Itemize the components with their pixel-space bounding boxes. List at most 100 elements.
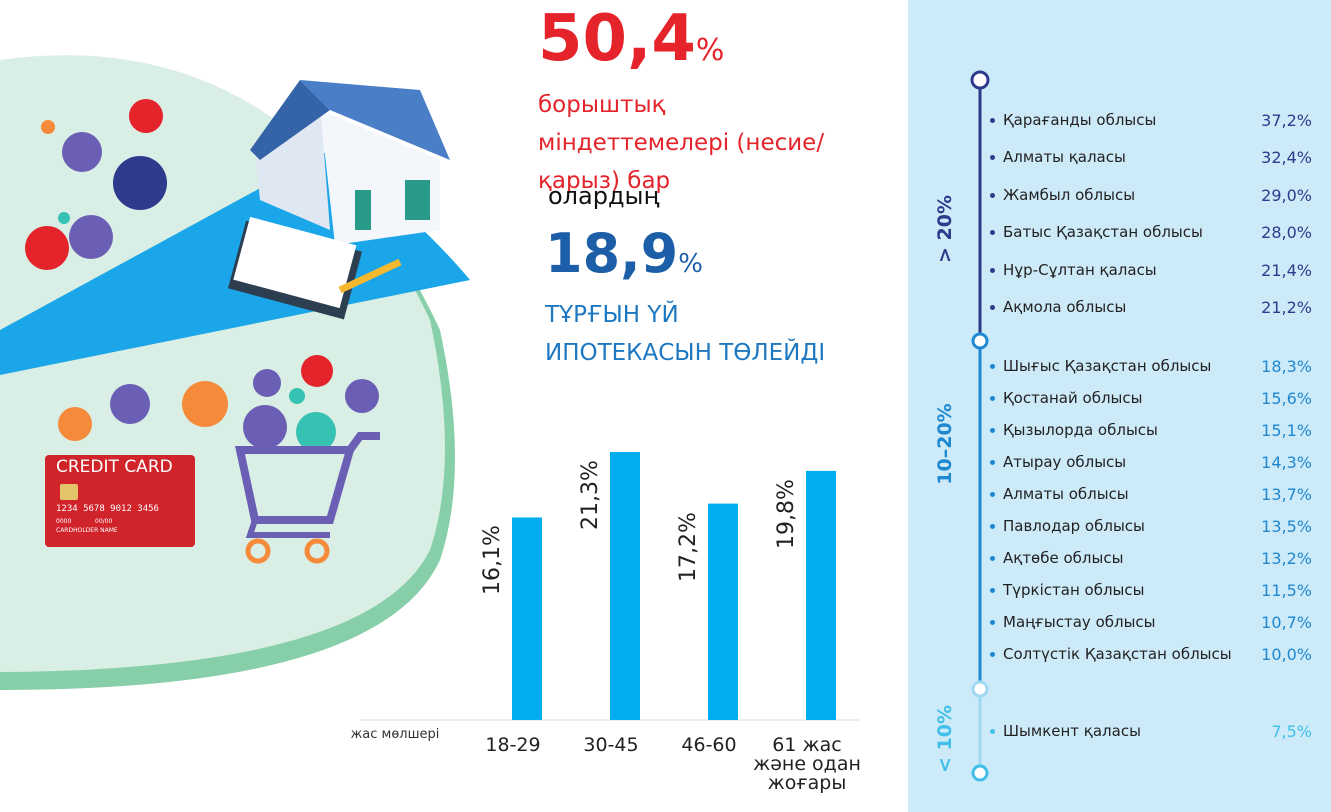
group-label: < 10% xyxy=(934,705,956,774)
group-label: 10–20% xyxy=(934,403,956,485)
bar xyxy=(610,452,640,720)
region-row: Ақмола облысы 21,2% xyxy=(990,298,1312,317)
headline: 50,4% xyxy=(538,2,724,76)
region-row: Қостанай облысы 15,6% xyxy=(990,389,1312,408)
timeline-node xyxy=(970,70,990,90)
card-title: CREDIT CARD xyxy=(56,457,173,477)
region-row: Алматы облысы 13,7% xyxy=(990,485,1312,504)
headline-value: 50,4 xyxy=(538,2,696,76)
bullet xyxy=(990,155,995,160)
region-row: Қарағанды облысы 37,2% xyxy=(990,111,1312,130)
timeline-node xyxy=(971,332,989,350)
bullet xyxy=(990,729,995,734)
region-row: Нұр-Сұлтан қаласы 21,4% xyxy=(990,261,1312,280)
region-name: Қарағанды облысы xyxy=(1003,111,1157,129)
headline-unit: % xyxy=(695,33,725,68)
x-tick-label: 61 жас және одан жоғары xyxy=(753,734,861,794)
card-number: 1234 5678 9012 3456 xyxy=(56,504,159,514)
x-tick-label: 30-45 xyxy=(583,734,639,756)
x-tick-label: 46-60 xyxy=(681,734,737,756)
region-value: 13,2% xyxy=(1261,549,1312,568)
region-name: Атырау облысы xyxy=(1003,453,1127,471)
bullet xyxy=(990,492,995,497)
bullet xyxy=(990,428,995,433)
region-row: Түркістан облысы 11,5% xyxy=(990,581,1312,600)
region-row: Қызылорда облысы 15,1% xyxy=(990,421,1312,440)
region-name: Солтүстік Қазақстан облысы xyxy=(1003,645,1232,663)
region-name: Нұр-Сұлтан қаласы xyxy=(1003,261,1157,279)
card-chip xyxy=(60,484,78,500)
value-label: 17,2% xyxy=(676,511,701,582)
region-row: Жамбыл облысы 29,0% xyxy=(990,186,1312,205)
region-value: 21,4% xyxy=(1261,261,1312,280)
credit-card xyxy=(45,455,195,547)
region-name: Алматы облысы xyxy=(1003,485,1129,503)
region-value: 28,0% xyxy=(1261,223,1312,242)
bullet xyxy=(990,652,995,657)
group-label: > 20% xyxy=(934,195,956,264)
subheadline-text: ТҰРҒЫН ҮЙ ИПОТЕКАСЫН ТӨЛЕЙДІ xyxy=(545,302,826,366)
bullet xyxy=(990,396,995,401)
x-tick-label: 18-29 xyxy=(485,734,541,756)
region-value: 21,2% xyxy=(1261,298,1312,317)
region-value: 15,6% xyxy=(1261,389,1312,408)
region-name: Батыс Қазақстан облысы xyxy=(1003,223,1203,241)
bullet xyxy=(990,524,995,529)
region-name: Алматы қаласы xyxy=(1003,148,1126,166)
region-value: 18,3% xyxy=(1261,357,1312,376)
bullet xyxy=(990,460,995,465)
region-value: 10,7% xyxy=(1261,613,1312,632)
region-name: Қызылорда облысы xyxy=(1003,421,1158,439)
bullet xyxy=(990,588,995,593)
value-label: 21,3% xyxy=(578,460,603,531)
region-value: 13,5% xyxy=(1261,517,1312,536)
region-name: Ақмола облысы xyxy=(1003,298,1127,316)
region-value: 13,7% xyxy=(1261,485,1312,504)
region-value: 15,1% xyxy=(1261,421,1312,440)
bullet xyxy=(990,193,995,198)
intro: олардың xyxy=(548,182,660,210)
region-name: Шымкент қаласы xyxy=(1003,722,1141,740)
timeline-node xyxy=(971,680,989,698)
bullet xyxy=(990,268,995,273)
card-code: 0000 xyxy=(56,518,72,525)
region-name: Павлодар облысы xyxy=(1003,517,1145,535)
bullet xyxy=(990,230,995,235)
bullet xyxy=(990,556,995,561)
subheadline-value: 18,9 xyxy=(545,222,679,285)
region-name: Ақтөбе облысы xyxy=(1003,549,1124,567)
region-value: 29,0% xyxy=(1261,186,1312,205)
card-holder: CARDHOLDER NAME xyxy=(56,527,118,534)
subheadline-unit: % xyxy=(678,249,703,279)
region-row: Шымкент қаласы 7,5% xyxy=(990,722,1312,741)
region-row: Атырау облысы 14,3% xyxy=(990,453,1312,472)
card-expiry: 00/00 xyxy=(95,518,113,525)
bullet xyxy=(990,364,995,369)
subheadline: 18,9% xyxy=(545,222,703,285)
region-row: Батыс Қазақстан облысы 28,0% xyxy=(990,223,1312,242)
region-value: 37,2% xyxy=(1261,111,1312,130)
region-value: 14,3% xyxy=(1261,453,1312,472)
region-row: Солтүстік Қазақстан облысы 10,0% xyxy=(990,645,1312,664)
region-value: 10,0% xyxy=(1261,645,1312,664)
region-value: 7,5% xyxy=(1271,722,1312,741)
bullet xyxy=(990,620,995,625)
region-name: Түркістан облысы xyxy=(1003,581,1145,599)
bar xyxy=(708,503,738,720)
bar xyxy=(512,517,542,720)
house xyxy=(227,80,450,320)
headline-text: борыштық міндеттемелері (несие/ қарыз) б… xyxy=(538,92,825,194)
region-name: Шығыс Қазақстан облысы xyxy=(1003,357,1212,375)
region-name: Жамбыл облысы xyxy=(1003,186,1136,204)
region-row: Алматы қаласы 32,4% xyxy=(990,148,1312,167)
bullet xyxy=(990,118,995,123)
region-name: Қостанай облысы xyxy=(1003,389,1143,407)
x-axis-label: жас мөлшері xyxy=(350,727,440,742)
region-row: Шығыс Қазақстан облысы 18,3% xyxy=(990,357,1312,376)
region-name: Маңғыстау облысы xyxy=(1003,613,1156,631)
region-row: Ақтөбе облысы 13,2% xyxy=(990,549,1312,568)
value-label: 16,1% xyxy=(480,525,505,596)
bar xyxy=(806,470,836,720)
